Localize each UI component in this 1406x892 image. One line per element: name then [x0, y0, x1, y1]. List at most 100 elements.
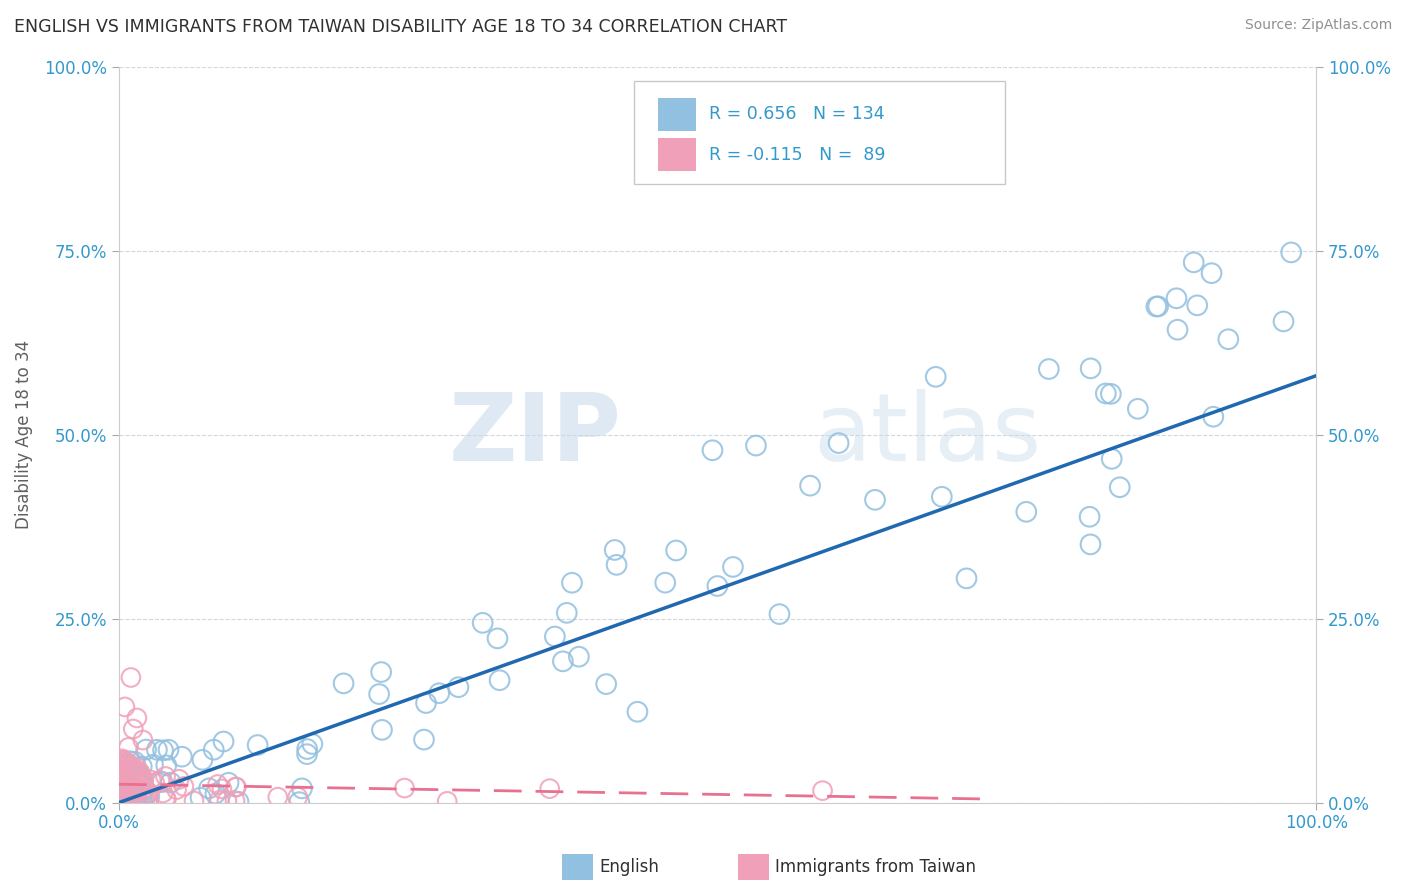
Point: [218, 776, 240, 790]
Point: [925, 369, 948, 384]
Point: [471, 615, 494, 630]
Point: [111, 777, 134, 791]
Point: [112, 780, 135, 795]
Point: [295, 747, 318, 761]
Bar: [658, 98, 696, 131]
Point: [1201, 266, 1223, 280]
Point: [955, 571, 977, 585]
Point: [1166, 291, 1188, 305]
Point: [117, 758, 139, 772]
Point: [108, 791, 131, 805]
Point: [155, 791, 177, 805]
Point: [127, 767, 149, 781]
Point: [112, 764, 135, 779]
Point: [1099, 387, 1122, 401]
Point: [1080, 361, 1102, 376]
Point: [129, 765, 152, 780]
Point: [117, 756, 139, 771]
Point: [211, 781, 233, 796]
Point: [108, 787, 131, 801]
Point: [118, 754, 141, 768]
Point: [112, 756, 135, 770]
Point: [436, 794, 458, 808]
Point: [122, 722, 145, 736]
Point: [111, 765, 134, 780]
Point: [827, 436, 849, 450]
Point: [125, 761, 148, 775]
Point: [108, 767, 131, 781]
Point: [131, 784, 153, 798]
Point: [368, 687, 391, 701]
Point: [120, 764, 142, 778]
Point: [131, 794, 153, 808]
Point: [204, 787, 226, 801]
Point: [125, 785, 148, 799]
Point: [1078, 509, 1101, 524]
Point: [110, 773, 132, 788]
Point: [143, 776, 166, 790]
Text: ZIP: ZIP: [449, 389, 621, 481]
Text: atlas: atlas: [813, 389, 1042, 481]
Point: [120, 780, 142, 795]
Point: [1187, 298, 1209, 312]
Point: [665, 543, 688, 558]
Point: [108, 767, 131, 781]
Point: [111, 777, 134, 791]
Point: [215, 794, 238, 808]
Point: [110, 795, 132, 809]
Point: [149, 773, 172, 788]
Point: [131, 774, 153, 789]
Point: [108, 783, 131, 797]
Text: R = -0.115   N =  89: R = -0.115 N = 89: [709, 146, 886, 164]
Point: [108, 780, 131, 794]
Point: [110, 791, 132, 805]
Point: [159, 775, 181, 789]
Point: [291, 781, 314, 796]
Point: [1095, 386, 1118, 401]
Point: [127, 772, 149, 787]
FancyBboxPatch shape: [634, 81, 1005, 185]
Point: [595, 677, 617, 691]
Point: [1272, 314, 1295, 328]
Point: [136, 786, 159, 800]
Point: [603, 543, 626, 558]
Point: [120, 765, 142, 780]
Point: [125, 711, 148, 725]
Point: [135, 742, 157, 756]
Point: [799, 478, 821, 492]
Point: [721, 560, 744, 574]
Point: [706, 579, 728, 593]
Point: [228, 795, 250, 809]
Point: [112, 778, 135, 792]
Point: [114, 700, 136, 714]
Point: [111, 763, 134, 777]
Point: [170, 749, 193, 764]
Point: [115, 767, 138, 781]
Point: [118, 762, 141, 776]
Y-axis label: Disability Age 18 to 34: Disability Age 18 to 34: [15, 340, 32, 529]
Point: [121, 763, 143, 777]
Point: [1167, 323, 1189, 337]
Point: [394, 780, 416, 795]
Point: [122, 788, 145, 802]
Point: [568, 649, 591, 664]
Point: [654, 575, 676, 590]
Point: [415, 696, 437, 710]
Point: [111, 789, 134, 803]
Point: [447, 680, 470, 694]
Point: [132, 772, 155, 787]
Point: [112, 792, 135, 806]
Point: [120, 671, 142, 685]
Point: [626, 705, 648, 719]
Point: [108, 756, 131, 771]
Point: [288, 795, 311, 809]
Point: [152, 743, 174, 757]
Point: [118, 761, 141, 775]
Point: [413, 732, 436, 747]
Point: [157, 743, 180, 757]
Text: Immigrants from Taiwan: Immigrants from Taiwan: [775, 858, 976, 876]
Point: [225, 780, 247, 794]
Point: [108, 788, 131, 802]
Point: [110, 795, 132, 809]
Point: [198, 781, 221, 796]
